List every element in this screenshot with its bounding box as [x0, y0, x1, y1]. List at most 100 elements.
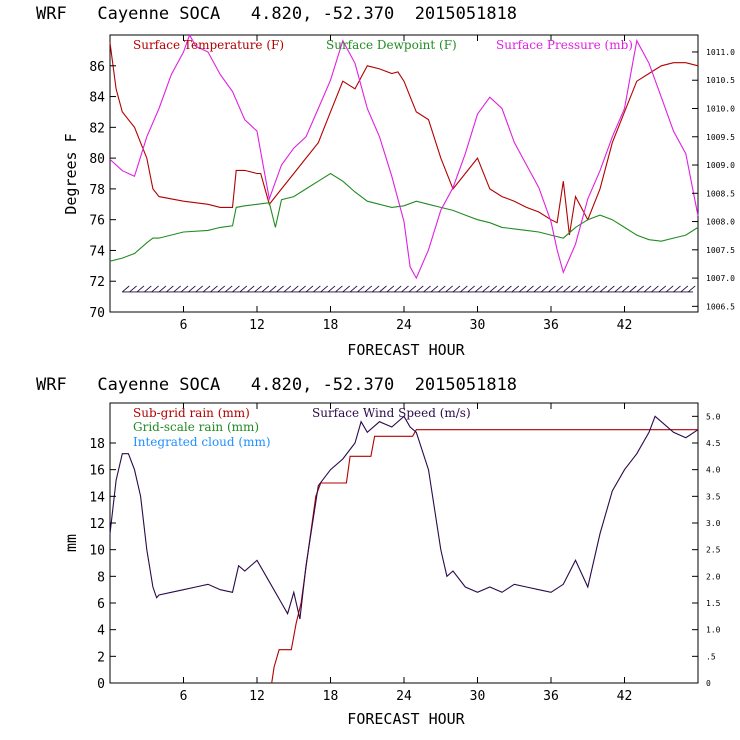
y2-tick-label: 1.0	[706, 626, 721, 635]
wind-barb	[239, 285, 248, 293]
wind-barb	[305, 285, 314, 293]
wind-barb	[526, 285, 534, 293]
wind-barb	[474, 285, 483, 293]
temperature-panel: WRF Cayenne SOCA 4.820, -52.370 20150518…	[36, 4, 735, 359]
x-tick-label: 6	[180, 318, 188, 333]
y-tick-label: 82	[89, 121, 105, 136]
temperature-y-axis-label: Degrees F	[62, 133, 80, 214]
y2-tick-label: 1007.5	[706, 246, 735, 255]
wind-barb	[173, 285, 181, 293]
wind-barb	[327, 285, 336, 293]
x-tick-label: 30	[470, 689, 486, 704]
wind-barb	[246, 285, 255, 293]
y-tick-label: 74	[89, 244, 105, 259]
wind-barb	[232, 285, 240, 293]
wind-barb	[570, 285, 578, 293]
wind-barb	[276, 285, 284, 293]
x-tick-label: 36	[543, 689, 559, 704]
temperature-x-axis-label: FORECAST HOUR	[347, 341, 465, 359]
y2-tick-label: 1009.5	[706, 133, 735, 142]
subgrid-rain-line	[271, 429, 698, 684]
y2-tick-label: 1009.0	[706, 161, 735, 170]
wind-barb	[386, 285, 395, 293]
temperature-chart-title: WRF Cayenne SOCA 4.820, -52.370 20150518…	[36, 4, 517, 24]
y2-tick-label: 4.5	[706, 439, 721, 448]
rain-x-axis-label: FORECAST HOUR	[347, 710, 465, 728]
x-tick-label: 18	[323, 689, 339, 704]
y-tick-label: 2	[97, 650, 105, 665]
wind-barb	[224, 285, 233, 293]
wind-barb	[665, 285, 674, 293]
wind-barb	[533, 285, 542, 293]
surface-dewpoint-line	[109, 172, 699, 262]
wind-barb	[511, 285, 520, 293]
wind-barb	[577, 285, 586, 293]
x-tick-label: 42	[617, 689, 633, 704]
y-tick-label: 16	[89, 464, 105, 479]
y2-tick-label: 1011.0	[706, 48, 735, 57]
y-tick-label: 80	[89, 152, 105, 167]
legend-surface-temperature: Surface Temperature (F)	[133, 38, 284, 52]
wind-barb	[636, 285, 645, 293]
wind-barb	[562, 285, 571, 293]
y-tick-label: 6	[97, 597, 105, 612]
rain-panel: WRF Cayenne SOCA 4.820, -52.370 20150518…	[36, 375, 721, 728]
wind-barb	[518, 285, 527, 293]
y2-tick-label: 0	[706, 679, 711, 688]
wind-barb	[592, 285, 600, 293]
x-tick-label: 12	[249, 318, 265, 333]
wind-barb	[121, 285, 130, 293]
y2-tick-label: 2.0	[706, 572, 721, 581]
wind-barb	[496, 285, 505, 293]
wind-barb	[445, 285, 453, 293]
x-tick-label: 42	[617, 318, 633, 333]
wind-barb	[482, 285, 490, 293]
wind-barb	[452, 285, 461, 293]
wind-barb	[349, 285, 358, 293]
y2-tick-label: 1.5	[706, 599, 721, 608]
wind-barb	[467, 285, 475, 293]
wind-barb	[261, 285, 270, 293]
wind-barb	[540, 285, 549, 293]
y2-tick-label: 1008.5	[706, 189, 735, 198]
y-tick-label: 18	[89, 437, 105, 452]
wind-barb	[342, 285, 351, 293]
wind-barb	[504, 285, 512, 293]
y-tick-label: 76	[89, 214, 105, 229]
rain-chart-title: WRF Cayenne SOCA 4.820, -52.370 20150518…	[36, 375, 517, 395]
wind-barb	[687, 285, 696, 293]
wind-barb	[357, 285, 365, 293]
wind-barb	[217, 285, 226, 293]
y-tick-label: 4	[97, 624, 105, 639]
wind-barb	[548, 285, 556, 293]
wind-barb	[379, 285, 387, 293]
wind-barb	[335, 285, 343, 293]
temperature-plot-frame	[109, 34, 699, 313]
y2-tick-label: 2.5	[706, 546, 721, 555]
y-tick-label: 8	[97, 570, 105, 585]
wind-barb	[607, 285, 615, 293]
x-tick-label: 24	[396, 318, 412, 333]
surface-wind-speed-line	[109, 415, 699, 620]
legend-gridscale-rain: Grid-scale rain (mm)	[133, 420, 259, 434]
wind-barb	[621, 285, 630, 293]
wind-barb	[129, 285, 137, 293]
y-tick-label: 12	[89, 517, 105, 532]
wind-barb	[254, 285, 262, 293]
y-tick-label: 84	[89, 91, 105, 106]
wind-barb	[673, 285, 681, 293]
wind-barb	[166, 285, 174, 293]
wind-barb	[364, 285, 373, 293]
wind-barb	[371, 285, 380, 293]
y-tick-label: 10	[89, 544, 105, 559]
wind-barb	[585, 285, 593, 293]
y2-tick-label: 1006.5	[706, 302, 735, 311]
surface-pressure-line	[109, 33, 699, 280]
wind-barb	[658, 285, 667, 293]
y2-tick-label: 4.0	[706, 466, 721, 475]
legend-subgrid-rain: Sub-grid rain (mm)	[133, 406, 250, 420]
y2-tick-label: 1007.0	[706, 274, 735, 283]
wind-barb	[180, 285, 189, 293]
wind-barb	[195, 285, 204, 293]
x-tick-label: 36	[543, 318, 559, 333]
